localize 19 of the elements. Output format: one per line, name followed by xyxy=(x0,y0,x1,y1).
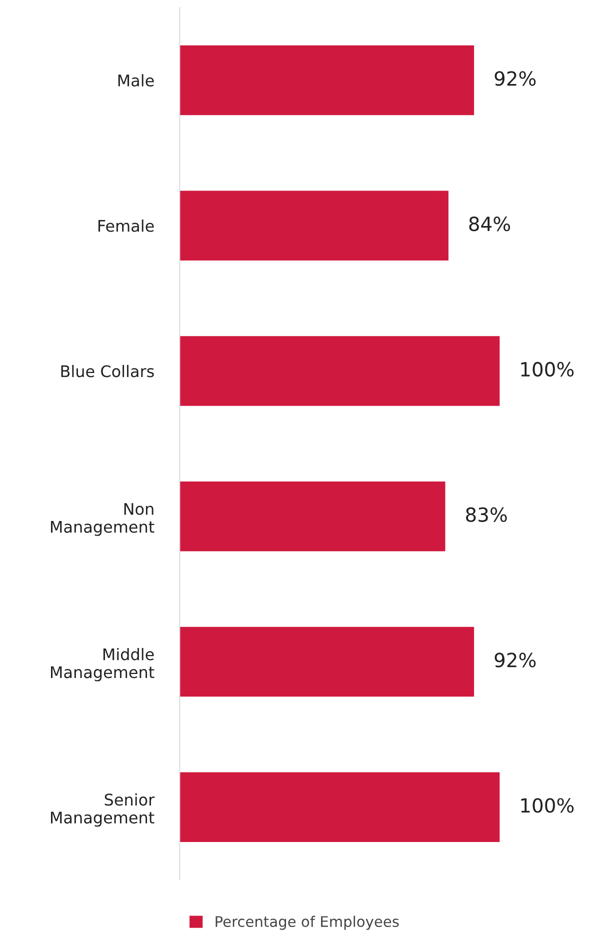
y-tick-label: Blue Collars xyxy=(61,364,154,378)
bar xyxy=(180,45,474,116)
legend-label: Percentage of Employees xyxy=(216,916,399,930)
y-tick-label: Female xyxy=(98,220,154,232)
bar xyxy=(180,336,500,406)
data-label: 100% xyxy=(521,362,574,377)
bar xyxy=(180,481,446,552)
data-label: 84% xyxy=(469,216,510,232)
bar xyxy=(180,772,500,842)
y-tick-label: Senior Management xyxy=(50,793,155,827)
data-label: 92% xyxy=(494,71,536,86)
data-label: 92% xyxy=(494,652,536,668)
bar xyxy=(180,190,448,261)
data-label: 100% xyxy=(521,798,574,813)
y-tick-label: Non Management xyxy=(50,503,154,536)
y-tick-label: Male xyxy=(118,74,154,87)
y-tick-label: Middle Management xyxy=(50,648,154,682)
data-label: 83% xyxy=(466,507,507,522)
bar xyxy=(180,626,474,697)
